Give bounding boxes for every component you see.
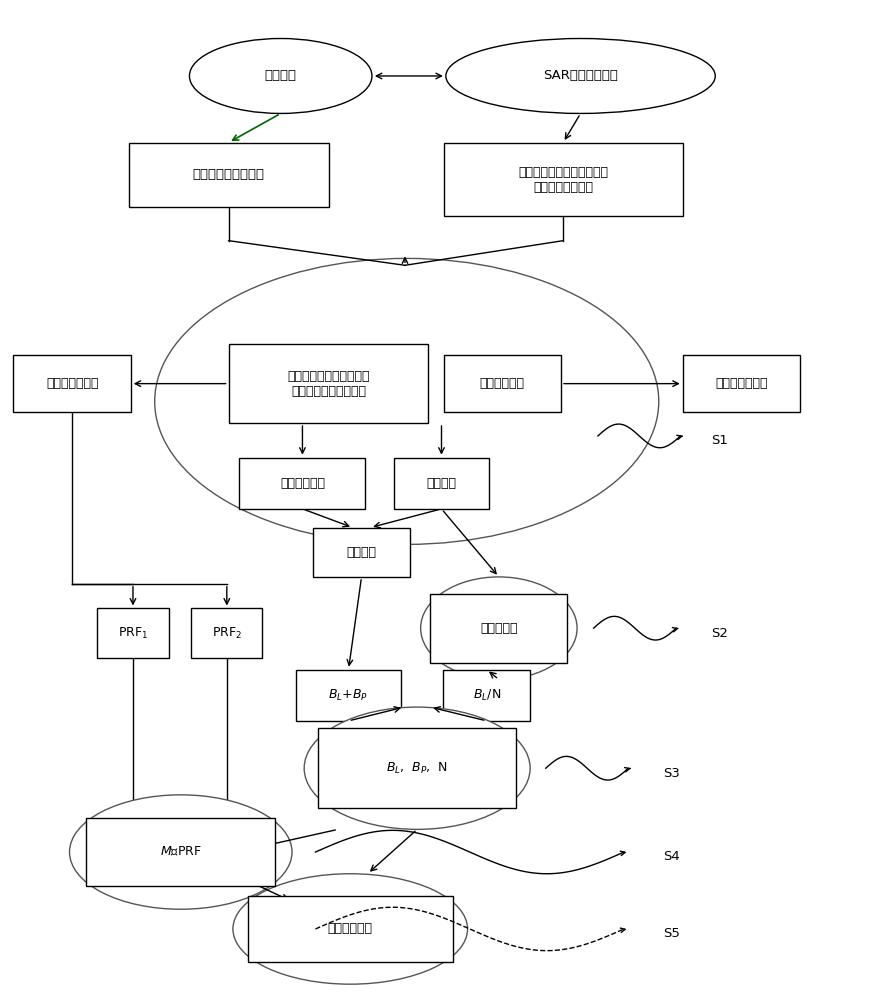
Text: 载频、下视角、卫星轨道
高度、幅宽、脉冲宽度: 载频、下视角、卫星轨道 高度、幅宽、脉冲宽度 [287, 370, 370, 398]
FancyBboxPatch shape [239, 458, 366, 509]
Text: SAR系统约束条件: SAR系统约束条件 [543, 69, 618, 82]
FancyBboxPatch shape [318, 728, 516, 808]
Text: S1: S1 [711, 434, 728, 447]
FancyBboxPatch shape [443, 670, 530, 721]
Ellipse shape [233, 874, 468, 984]
FancyBboxPatch shape [430, 594, 567, 663]
FancyBboxPatch shape [247, 896, 453, 962]
FancyBboxPatch shape [229, 344, 428, 423]
FancyBboxPatch shape [394, 458, 489, 509]
Text: $B_L$/N: $B_L$/N [472, 688, 501, 703]
FancyBboxPatch shape [97, 608, 169, 658]
Ellipse shape [190, 38, 372, 113]
Ellipse shape [70, 795, 292, 909]
Text: 卫星速度: 卫星速度 [426, 477, 457, 490]
Text: 方位向分辨率: 方位向分辨率 [479, 377, 525, 390]
Text: 正交编码波形: 正交编码波形 [328, 922, 373, 935]
Text: 多普勒容限: 多普勒容限 [480, 622, 517, 635]
Text: $M$和PRF: $M$和PRF [160, 845, 201, 859]
FancyBboxPatch shape [443, 143, 683, 216]
Text: PRF$_2$: PRF$_2$ [212, 626, 242, 641]
Text: PRF$_1$: PRF$_1$ [117, 626, 148, 641]
Text: 用户需求: 用户需求 [265, 69, 297, 82]
Text: S2: S2 [711, 627, 728, 640]
Ellipse shape [155, 258, 659, 544]
FancyBboxPatch shape [443, 355, 561, 412]
Ellipse shape [446, 38, 715, 113]
Text: $B_L$+$B_P$: $B_L$+$B_P$ [328, 688, 368, 703]
Text: 距离向分辨率: 距离向分辨率 [280, 477, 325, 490]
FancyBboxPatch shape [297, 670, 401, 721]
Text: 脉冲宽度: 脉冲宽度 [346, 546, 376, 559]
Ellipse shape [304, 707, 530, 829]
Text: $B_L$,  $B_P$,  N: $B_L$, $B_P$, N [386, 761, 449, 776]
Text: 天线距离向宽度: 天线距离向宽度 [46, 377, 98, 390]
FancyBboxPatch shape [313, 528, 411, 577]
FancyBboxPatch shape [683, 355, 800, 412]
Text: S5: S5 [663, 927, 680, 940]
Text: 天线方位向宽度: 天线方位向宽度 [715, 377, 767, 390]
Text: 载频、幅宽、分辨率: 载频、幅宽、分辨率 [192, 168, 265, 181]
Ellipse shape [420, 577, 577, 679]
FancyBboxPatch shape [87, 818, 275, 886]
Text: S4: S4 [663, 850, 680, 863]
FancyBboxPatch shape [129, 143, 328, 207]
Text: S3: S3 [663, 767, 680, 780]
Text: 下视角、卫星轨道高度、卫
星速度、脉冲宽度: 下视角、卫星轨道高度、卫 星速度、脉冲宽度 [518, 166, 608, 194]
FancyBboxPatch shape [13, 355, 131, 412]
FancyBboxPatch shape [192, 608, 262, 658]
